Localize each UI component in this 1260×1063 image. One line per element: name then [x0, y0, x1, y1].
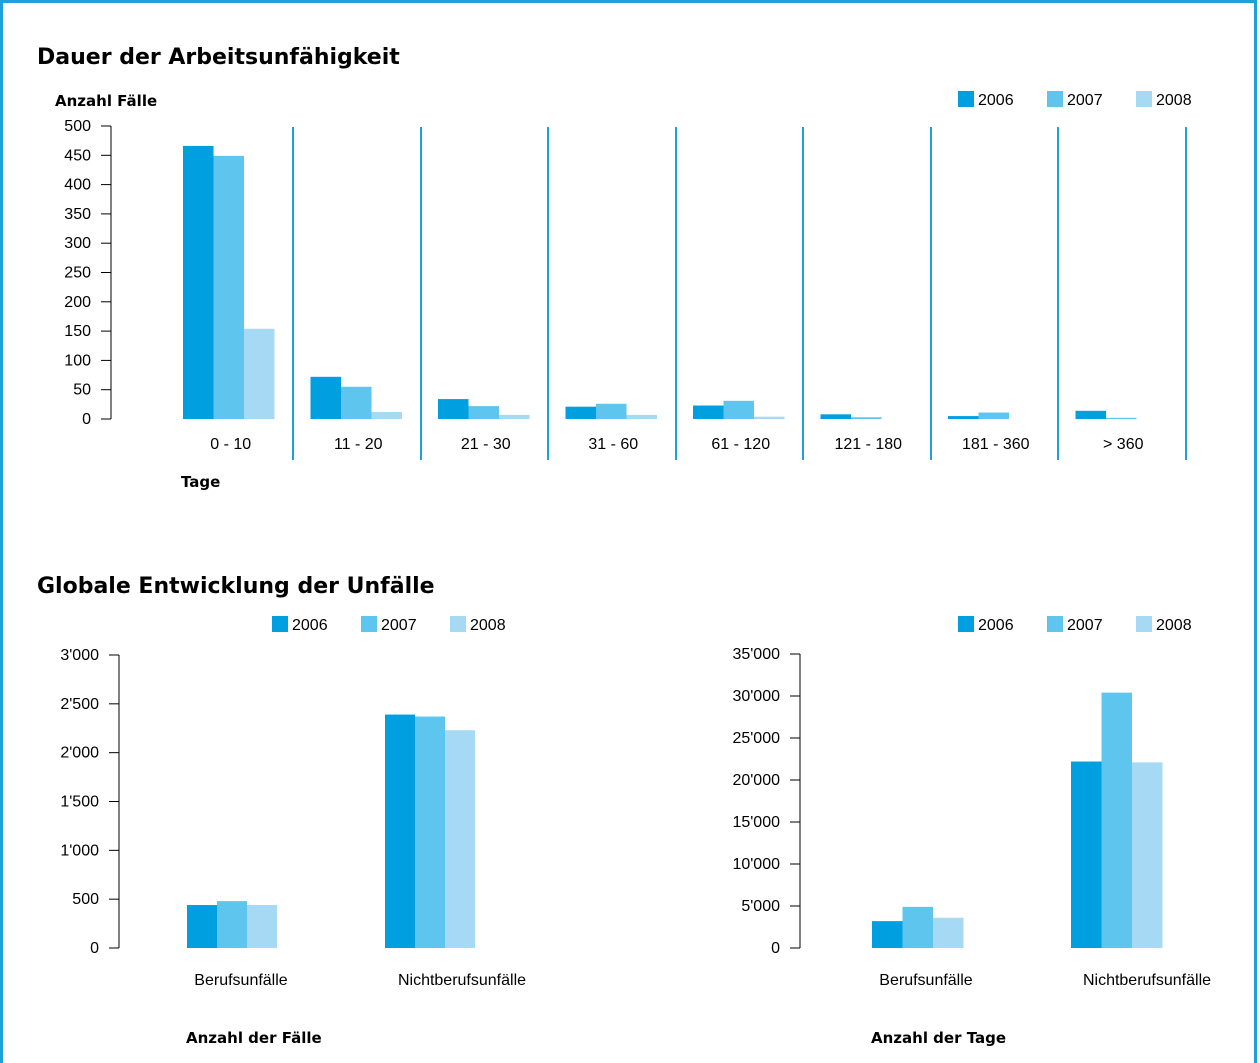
duration-bar-2007: [468, 406, 499, 419]
duration-x-axis-title: Tage: [181, 473, 221, 491]
duration-y-tick-label: 350: [64, 206, 91, 223]
duration-y-tick-label: 100: [64, 352, 91, 369]
days-y-tick-label: 5'000: [741, 898, 780, 915]
days-bar-2008: [1132, 762, 1163, 948]
days-chart-caption: Anzahl der Tage: [871, 1029, 1007, 1047]
days-bar-2006: [1071, 761, 1102, 948]
duration-bar-2008: [626, 414, 657, 419]
cases-y-tick-label: 0: [90, 940, 99, 957]
duration-bar-2006: [820, 414, 851, 419]
duration-x-tick-label: 11 - 20: [334, 436, 383, 453]
duration-bar-2006: [183, 145, 214, 419]
cases-legend-swatch-2008: [450, 616, 466, 632]
cases-y-tick-label: 3'000: [60, 647, 99, 664]
cases-legend-label-2006: 2006: [292, 617, 328, 634]
duration-legend-label-2008: 2008: [1156, 92, 1192, 109]
duration-y-tick-label: 500: [64, 118, 91, 135]
cases-bar-2007: [415, 716, 445, 948]
cases-bar-2007: [217, 901, 247, 948]
days-legend-swatch-2007: [1047, 616, 1063, 632]
days-bar-2007: [1101, 692, 1132, 948]
cases-legend-swatch-2006: [272, 616, 288, 632]
duration-legend-swatch-2006: [958, 91, 974, 107]
duration-y-tick-label: 250: [64, 265, 91, 282]
cases-bar-2006: [385, 714, 415, 948]
duration-bar-2007: [978, 412, 1009, 419]
duration-bar-2006: [693, 405, 724, 419]
cases-y-tick-label: 2'500: [60, 696, 99, 713]
cases-x-tick-label: Nichtberufsunfälle: [398, 972, 526, 989]
duration-legend-swatch-2007: [1047, 91, 1063, 107]
days-y-tick-label: 20'000: [732, 772, 780, 789]
cases-y-tick-label: 500: [72, 891, 99, 908]
cases-bar-2008: [445, 730, 475, 948]
cases-chart-caption: Anzahl der Fälle: [186, 1029, 322, 1047]
cases-bar-2006: [187, 905, 217, 948]
duration-y-tick-label: 400: [64, 177, 91, 194]
duration-bar-2007: [1106, 417, 1137, 419]
duration-x-tick-label: 121 - 180: [834, 436, 902, 453]
days-x-tick-label: Berufsunfälle: [879, 972, 972, 989]
duration-x-tick-label: 61 - 120: [711, 436, 770, 453]
duration-bar-2007: [213, 155, 244, 420]
cases-legend-label-2008: 2008: [470, 617, 506, 634]
duration-legend-label-2006: 2006: [978, 92, 1014, 109]
cases-x-tick-label: Berufsunfälle: [194, 972, 287, 989]
duration-bar-2006: [1075, 410, 1106, 419]
duration-x-tick-label: 181 - 360: [962, 436, 1030, 453]
days-x-tick-label: Nichtberufsunfälle: [1083, 972, 1211, 989]
days-legend-swatch-2008: [1136, 616, 1152, 632]
days-legend-swatch-2006: [958, 616, 974, 632]
duration-bar-2007: [851, 417, 882, 419]
duration-bar-2008: [499, 414, 530, 419]
duration-y-axis-title: Anzahl Fälle: [55, 92, 158, 110]
duration-legend-swatch-2008: [1136, 91, 1152, 107]
duration-section-title: Dauer der Arbeitsunfähigkeit: [37, 45, 400, 70]
days-legend-label-2006: 2006: [978, 617, 1014, 634]
days-y-tick-label: 25'000: [732, 730, 780, 747]
days-y-tick-label: 30'000: [732, 688, 780, 705]
duration-x-tick-label: 0 - 10: [210, 436, 251, 453]
cases-y-tick-label: 1'000: [60, 842, 99, 859]
duration-legend-label-2007: 2007: [1067, 92, 1103, 109]
days-y-tick-label: 10'000: [732, 856, 780, 873]
duration-x-tick-label: 21 - 30: [461, 436, 511, 453]
duration-bar-2008: [244, 328, 275, 419]
duration-bar-2007: [596, 403, 627, 419]
duration-bar-2008: [371, 411, 402, 419]
days-y-tick-label: 15'000: [732, 814, 780, 831]
cases-bar-2008: [247, 905, 277, 948]
duration-y-tick-label: 450: [64, 147, 91, 164]
duration-bar-2006: [438, 399, 469, 419]
days-y-tick-label: 35'000: [732, 646, 780, 663]
days-legend-label-2007: 2007: [1067, 617, 1103, 634]
days-y-tick-label: 0: [771, 940, 780, 957]
duration-bar-2007: [341, 386, 372, 419]
duration-y-tick-label: 300: [64, 235, 91, 252]
duration-y-tick-label: 200: [64, 294, 91, 311]
duration-y-tick-label: 0: [82, 411, 91, 428]
duration-bar-2006: [310, 376, 341, 419]
days-bar-2008: [933, 917, 964, 948]
days-bar-2007: [902, 906, 933, 948]
cases-legend-swatch-2007: [361, 616, 377, 632]
duration-x-tick-label: > 360: [1103, 436, 1144, 453]
duration-bar-2006: [565, 406, 596, 419]
duration-bar-2006: [948, 416, 979, 419]
duration-y-tick-label: 50: [73, 382, 91, 399]
duration-x-tick-label: 31 - 60: [588, 436, 638, 453]
days-legend-label-2008: 2008: [1156, 617, 1192, 634]
duration-y-tick-label: 150: [64, 323, 91, 340]
days-bar-2006: [872, 921, 903, 948]
cases-y-tick-label: 1'500: [60, 794, 99, 811]
global-section-title: Globale Entwicklung der Unfälle: [37, 574, 435, 599]
cases-legend-label-2007: 2007: [381, 617, 417, 634]
duration-bar-2008: [754, 416, 785, 419]
duration-bar-2007: [723, 400, 754, 419]
cases-y-tick-label: 2'000: [60, 745, 99, 762]
